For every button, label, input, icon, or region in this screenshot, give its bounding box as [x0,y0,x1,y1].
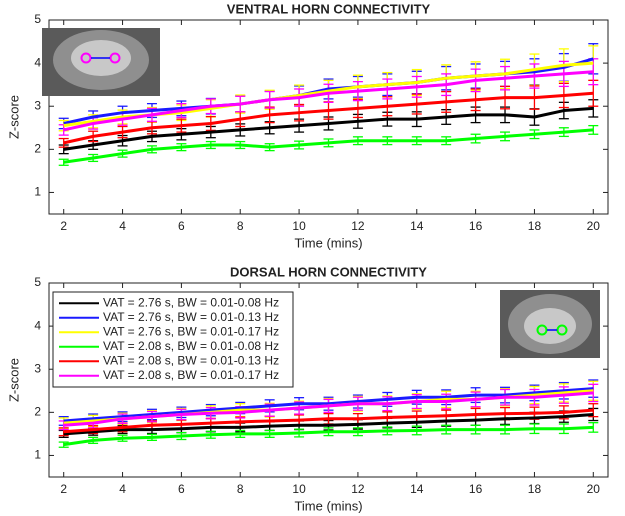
x-tick-label: 12 [351,482,365,496]
y-axis-label: Z-score [6,358,21,402]
inset-roi [80,52,92,64]
x-tick-label: 4 [119,219,126,233]
y-tick-label: 3 [34,361,41,375]
inset-dorsal [500,290,600,358]
x-tick-label: 2 [60,219,67,233]
inset-roi [536,324,548,336]
series-line [63,91,594,145]
x-axis-label: Time (mins) [294,235,362,250]
legend-label: VAT = 2.08 s, BW = 0.01-0.13 Hz [103,353,279,367]
y-axis-label: Z-score [6,95,21,139]
x-tick-label: 10 [292,219,306,233]
series-line [63,391,594,427]
x-tick-label: 8 [237,219,244,233]
x-axis-label: Time (mins) [294,498,362,513]
y-tick-label: 3 [34,98,41,112]
legend-label: VAT = 2.08 s, BW = 0.01-0.08 Hz [103,339,279,353]
x-tick-label: 12 [351,219,365,233]
chart-title: DORSAL HORN CONNECTIVITY [230,264,427,279]
x-tick-label: 16 [469,482,483,496]
y-tick-label: 2 [34,405,41,419]
inset-roi [109,52,121,64]
y-tick-label: 2 [34,142,41,156]
y-tick-label: 1 [34,185,41,199]
inset-ventral [42,28,160,96]
series-line [63,408,594,434]
x-tick-label: 2 [60,482,67,496]
inset-roi [556,324,568,336]
series-line [63,128,594,164]
x-tick-label: 14 [410,482,424,496]
inset-gray-matter [524,308,576,344]
x-tick-label: 14 [410,219,424,233]
chart-title: VENTRAL HORN CONNECTIVITY [227,1,431,16]
y-tick-label: 5 [34,12,41,26]
x-tick-label: 4 [119,482,126,496]
y-tick-label: 1 [34,448,41,462]
x-tick-label: 18 [528,219,542,233]
series-line [63,106,594,151]
y-tick-label: 5 [34,275,41,289]
legend-label: VAT = 2.76 s, BW = 0.01-0.08 Hz [103,295,279,309]
legend-label: VAT = 2.08 s, BW = 0.01-0.17 Hz [103,368,279,382]
legend-label: VAT = 2.76 s, BW = 0.01-0.17 Hz [103,324,279,338]
x-tick-label: 6 [178,482,185,496]
x-tick-label: 20 [587,482,601,496]
series-line [63,425,594,447]
x-tick-label: 10 [292,482,306,496]
series-line [63,387,594,423]
legend-label: VAT = 2.76 s, BW = 0.01-0.13 Hz [103,310,279,324]
y-tick-label: 4 [34,55,41,69]
x-tick-label: 8 [237,482,244,496]
series-line [63,70,594,132]
x-tick-label: 16 [469,219,483,233]
x-tick-label: 6 [178,219,185,233]
x-tick-label: 18 [528,482,542,496]
x-tick-label: 20 [587,219,601,233]
legend-box [52,291,294,388]
series-line [63,412,594,436]
y-tick-label: 4 [34,318,41,332]
